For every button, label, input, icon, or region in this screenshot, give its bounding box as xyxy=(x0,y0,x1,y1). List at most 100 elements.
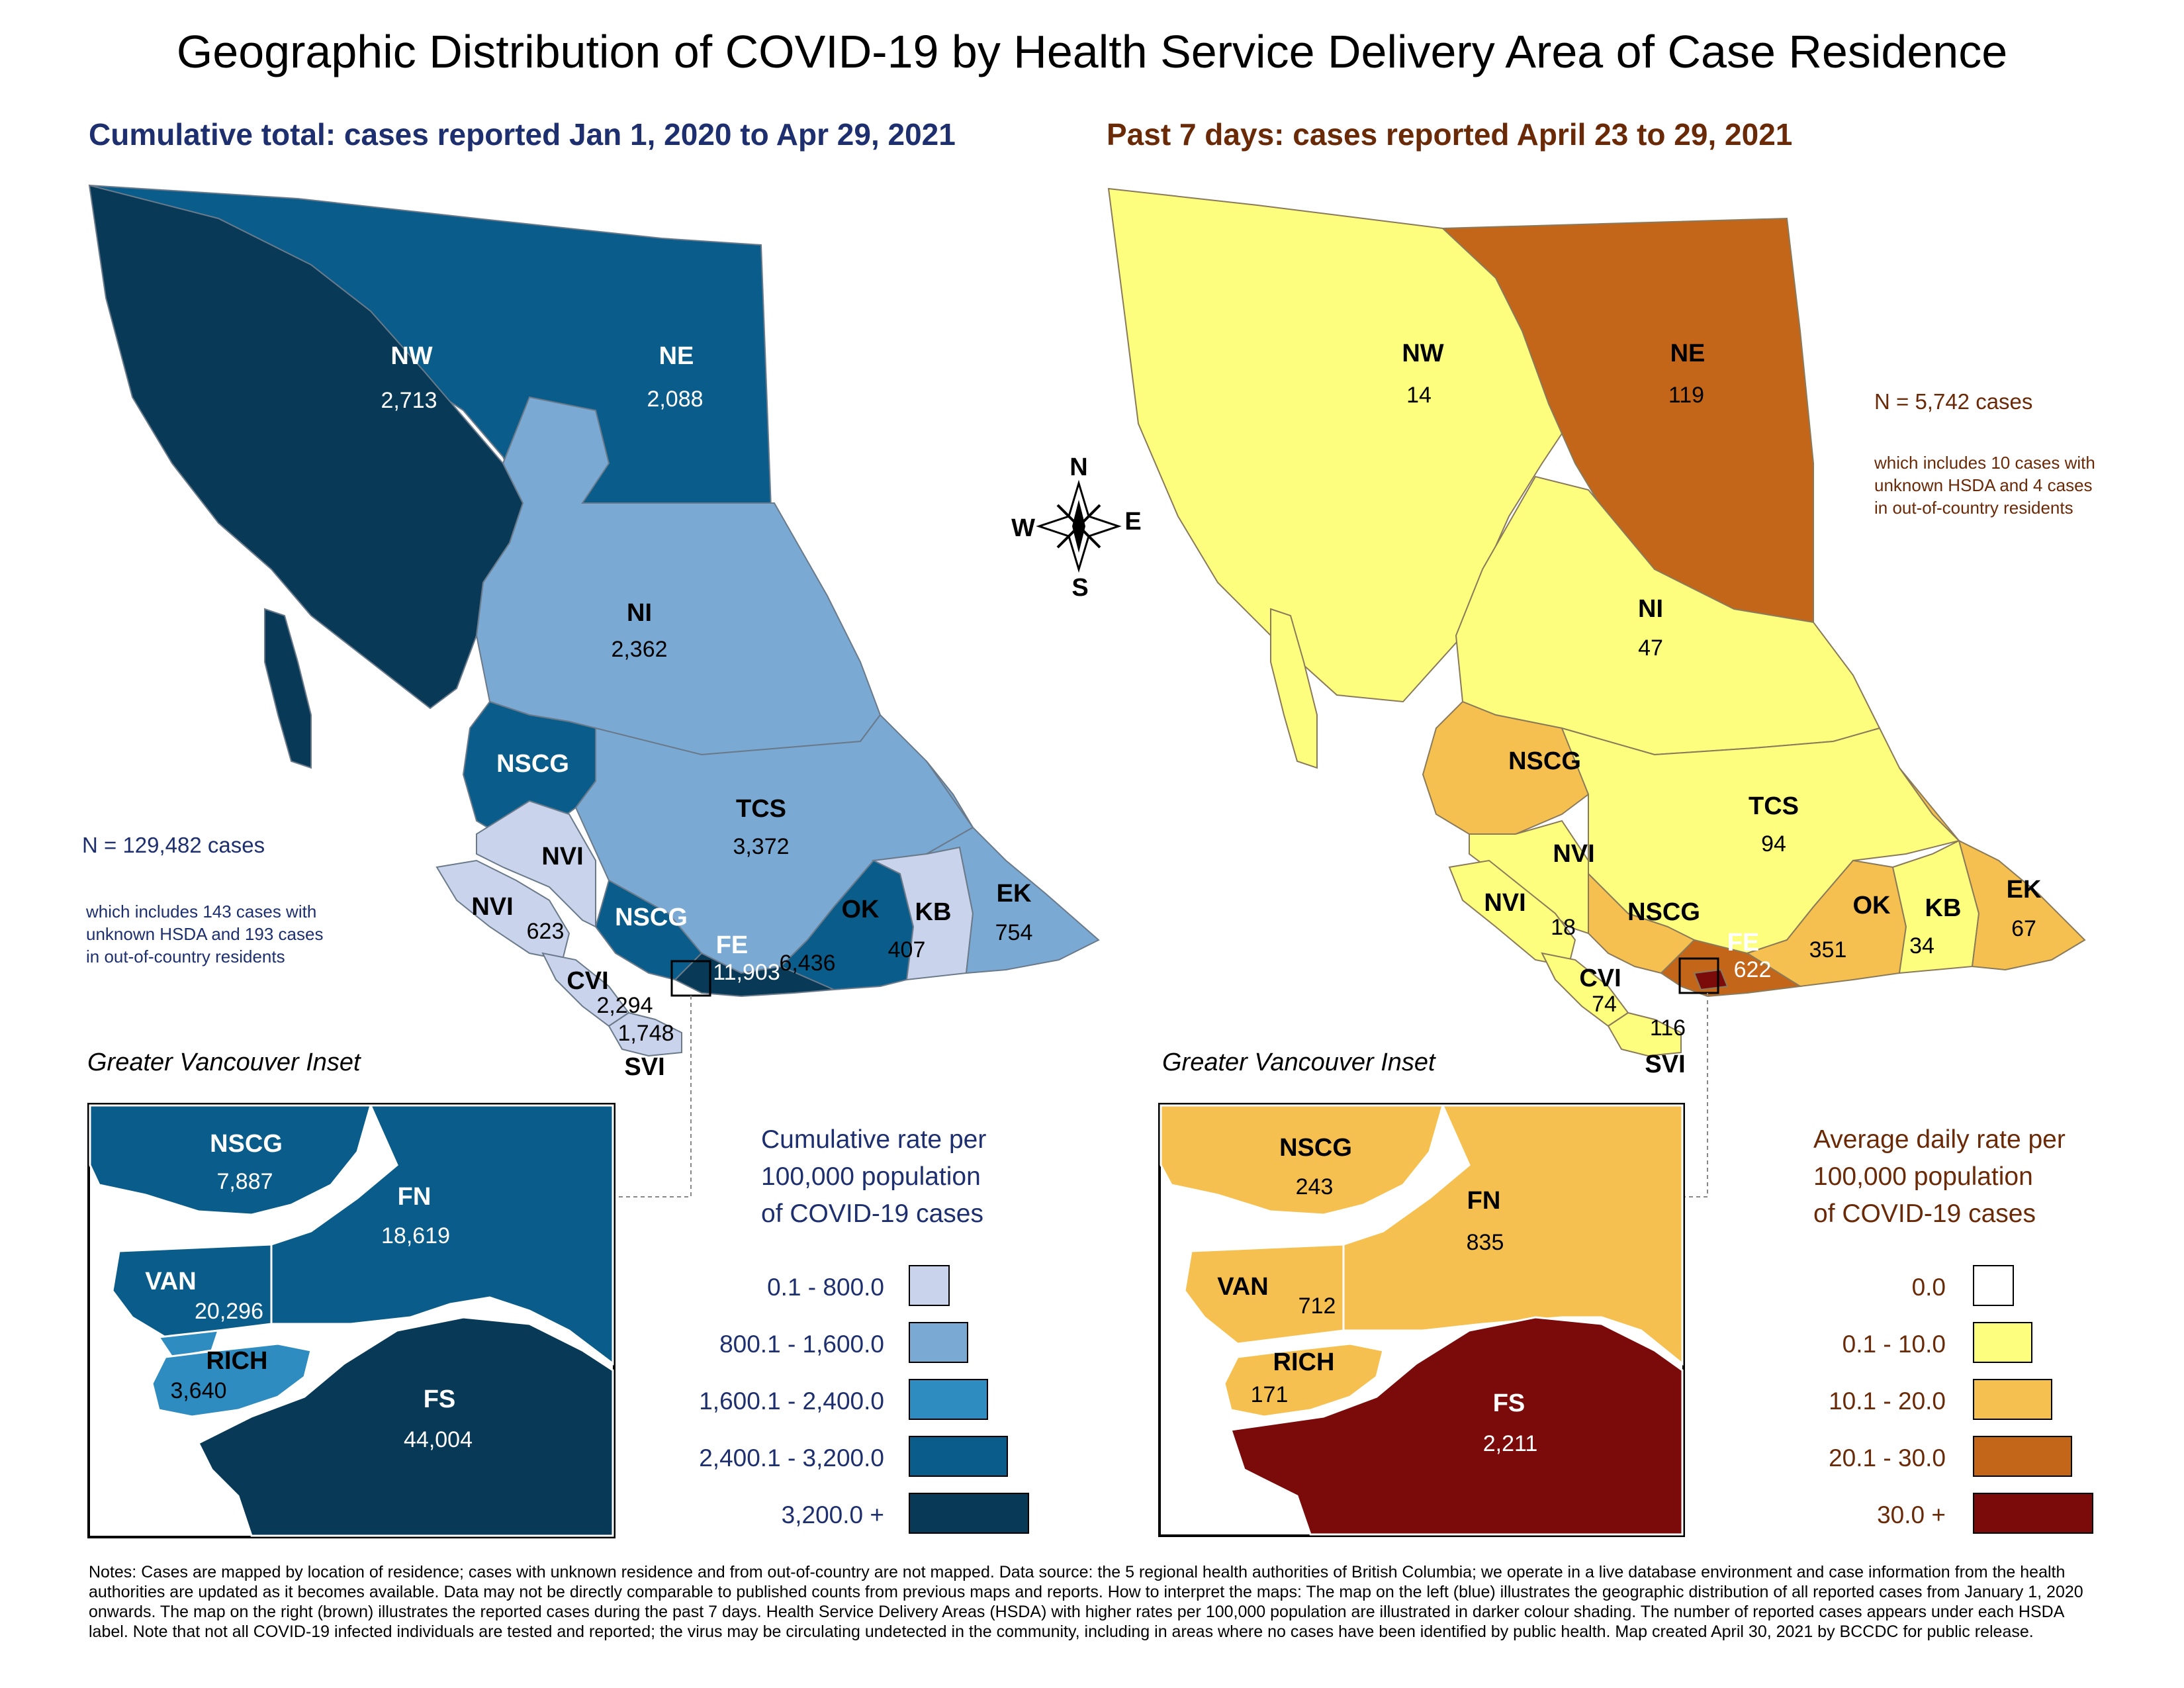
inset-fn-left[interactable] xyxy=(270,1104,614,1366)
left-inset: NSCG 7,887 FN 18,619 VAN 20,296 RICH 3,6… xyxy=(87,1103,615,1538)
legend-left-swatches xyxy=(909,1265,1029,1534)
right-inset-title: Greater Vancouver Inset xyxy=(1162,1049,1435,1076)
inset-rich-left[interactable] xyxy=(151,1342,312,1418)
notes-paragraph: Notes: Cases are mapped by location of r… xyxy=(89,1563,2083,1641)
right-n-note-line: unknown HSDA and 4 cases xyxy=(1874,475,2093,495)
region-nscg2-right[interactable] xyxy=(1588,872,1696,974)
right-n-total: N = 5,742 cases xyxy=(1874,389,2033,414)
compass-n: N xyxy=(1069,453,1087,481)
inset-fn-right[interactable] xyxy=(1342,1104,1684,1366)
right-n-note-line: which includes 10 cases with xyxy=(1874,453,2095,473)
region-nscg-right[interactable] xyxy=(1422,700,1589,835)
label-nscg2-right: NSCG xyxy=(1627,898,1700,926)
label-nw-left: NW xyxy=(390,342,432,370)
region-nscg2-left[interactable] xyxy=(594,879,703,981)
legend-item-label: 20.1 - 30.0 xyxy=(1829,1444,1946,1472)
inset-nscg-right[interactable] xyxy=(1160,1104,1444,1216)
left-map-subtitle: Cumulative total: cases reported Jan 1, … xyxy=(89,117,956,152)
label-svi-left: SVI xyxy=(624,1053,664,1081)
left-legend-title-line: of COVID-19 cases xyxy=(761,1199,983,1228)
left-map-labels: NW 2,713 NE 2,088 NI 2,362 NSCG TCS 3,37… xyxy=(381,342,1032,1081)
value-ok-right: 351 xyxy=(1809,937,1847,962)
legend-item-label: 10.1 - 20.0 xyxy=(1829,1387,1946,1415)
value-tcs-left: 3,372 xyxy=(733,834,789,859)
legend-item-label: 0.1 - 10.0 xyxy=(1842,1331,1946,1358)
value-svi-left: 1,748 xyxy=(617,1021,674,1046)
compass-diag-2 xyxy=(1056,504,1101,549)
inset-label-van-left: VAN xyxy=(145,1268,196,1295)
legend-swatch xyxy=(909,1265,950,1306)
inset-value-rich-right: 171 xyxy=(1251,1382,1289,1407)
inset-leader-right xyxy=(1678,993,1708,1197)
left-n-note-line: unknown HSDA and 193 cases xyxy=(86,924,324,944)
region-nvi-right[interactable] xyxy=(1448,859,1576,968)
label-nscg-right: NSCG xyxy=(1508,747,1581,775)
haida-gwaii-left xyxy=(264,608,312,769)
value-fe-left: 11,903 xyxy=(713,960,780,985)
legend-swatch xyxy=(1973,1493,2093,1534)
inset-label-van-right: VAN xyxy=(1217,1273,1268,1301)
inset-value-fn-left: 18,619 xyxy=(381,1223,450,1248)
value-ni-right: 47 xyxy=(1638,635,1663,661)
right-legend-title: Average daily rate per 100,000 populatio… xyxy=(1813,1121,2066,1233)
right-n-note-line: in out-of-country residents xyxy=(1874,498,2073,518)
haida-gwaii-right xyxy=(1270,608,1318,769)
inset-van-right[interactable] xyxy=(1183,1243,1345,1345)
inset-label-rich-left: RICH xyxy=(206,1347,268,1375)
left-n-total: N = 129,482 cases xyxy=(82,833,265,857)
compass-rose: N S E W xyxy=(1011,453,1142,602)
legend-item-label: 800.1 - 1,600.0 xyxy=(719,1331,884,1358)
inset-value-fs-right: 2,211 xyxy=(1483,1431,1538,1456)
inset-value-van-right: 712 xyxy=(1298,1293,1336,1319)
label-ok-left: OK xyxy=(842,896,880,923)
left-n-note-line: which includes 143 cases with xyxy=(86,902,317,921)
left-inset-title: Greater Vancouver Inset xyxy=(87,1049,361,1076)
label-fe-right: FE xyxy=(1727,929,1760,957)
label-ni-right: NI xyxy=(1638,595,1663,623)
left-n-note-line: in out-of-country residents xyxy=(86,947,285,966)
page-title: Geographic Distribution of COVID-19 by H… xyxy=(176,26,2008,77)
inset-marker-right xyxy=(1678,957,1719,994)
inset-label-nscg-left: NSCG xyxy=(210,1130,283,1158)
legend-swatch xyxy=(909,1493,1029,1534)
inset-rich-right[interactable] xyxy=(1223,1342,1385,1418)
inset-nscg-left[interactable] xyxy=(89,1104,372,1216)
label-nscg2-left: NSCG xyxy=(615,904,688,931)
region-svi-right[interactable] xyxy=(1607,1011,1682,1057)
inset-label-fs-right: FS xyxy=(1493,1389,1525,1417)
value-kb-right: 34 xyxy=(1909,933,1934,959)
region-fs-right-marker xyxy=(1693,968,1729,991)
right-legend-labels: 0.0 0.1 - 10.0 10.1 - 20.0 20.1 - 30.0 3… xyxy=(1694,1274,1946,1558)
region-ek-left[interactable] xyxy=(926,761,1100,974)
region-nvi-north-left[interactable] xyxy=(476,800,596,928)
region-nw-left[interactable] xyxy=(88,184,524,710)
value-ok-left: 6,436 xyxy=(779,951,835,976)
legend-swatch xyxy=(1973,1265,2014,1306)
inset-value-nscg-right: 243 xyxy=(1296,1174,1334,1199)
inset-label-nscg-right: NSCG xyxy=(1279,1134,1352,1162)
legend-item-label: 0.0 xyxy=(1911,1274,1946,1301)
region-nvi-left[interactable] xyxy=(435,859,570,961)
label-nvi-north-left: NVI xyxy=(541,843,583,870)
region-fe-left[interactable] xyxy=(674,952,835,998)
region-svi-left[interactable] xyxy=(608,1011,682,1057)
value-ek-left: 754 xyxy=(995,920,1033,945)
right-n-note: which includes 10 cases with unknown HSD… xyxy=(1874,451,2095,519)
inset-fs-left[interactable] xyxy=(197,1316,614,1537)
left-legend-title-line: 100,000 population xyxy=(761,1162,981,1191)
legend-swatch xyxy=(1973,1436,2072,1477)
legend-swatch xyxy=(1973,1379,2052,1420)
value-fe-right: 622 xyxy=(1734,957,1772,982)
label-tcs-right: TCS xyxy=(1749,792,1799,820)
value-nw-left: 2,713 xyxy=(381,388,437,413)
right-legend-title-line: Average daily rate per xyxy=(1813,1125,2066,1154)
right-legend-title-line: 100,000 population xyxy=(1813,1162,2033,1191)
inset-label-fs-left: FS xyxy=(424,1385,456,1413)
region-ek-right[interactable] xyxy=(1899,767,2086,971)
label-ne-right: NE xyxy=(1670,340,1706,367)
inset-label-fn-left: FN xyxy=(398,1183,432,1211)
inset-fs-right[interactable] xyxy=(1230,1316,1684,1536)
label-nvi-right: NVI xyxy=(1484,889,1525,917)
inset-value-van-left: 20,296 xyxy=(195,1299,263,1324)
region-fe-right[interactable] xyxy=(1660,939,1802,998)
